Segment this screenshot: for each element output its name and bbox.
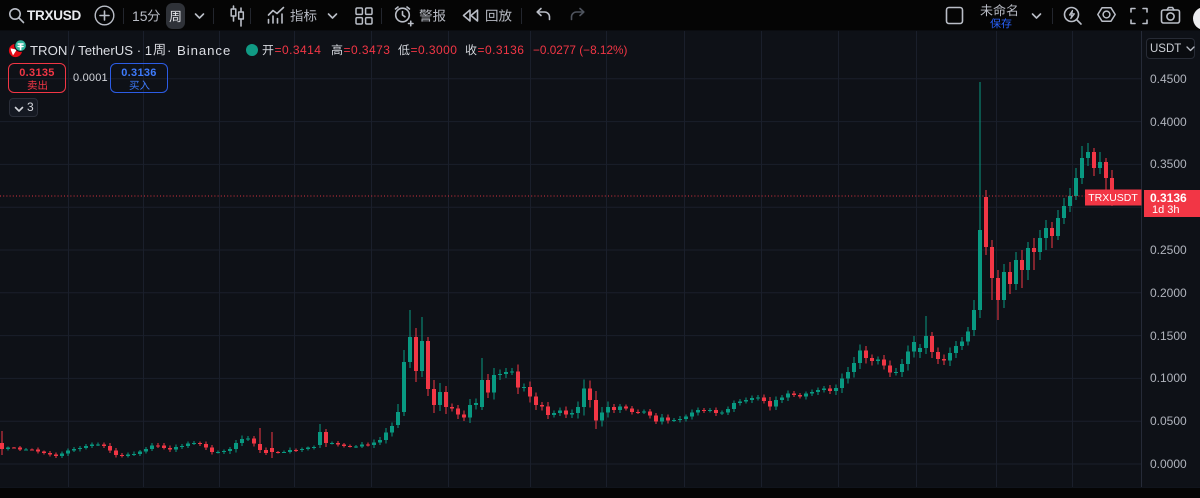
svg-text:TRXUSDT: TRXUSDT	[1088, 192, 1138, 204]
